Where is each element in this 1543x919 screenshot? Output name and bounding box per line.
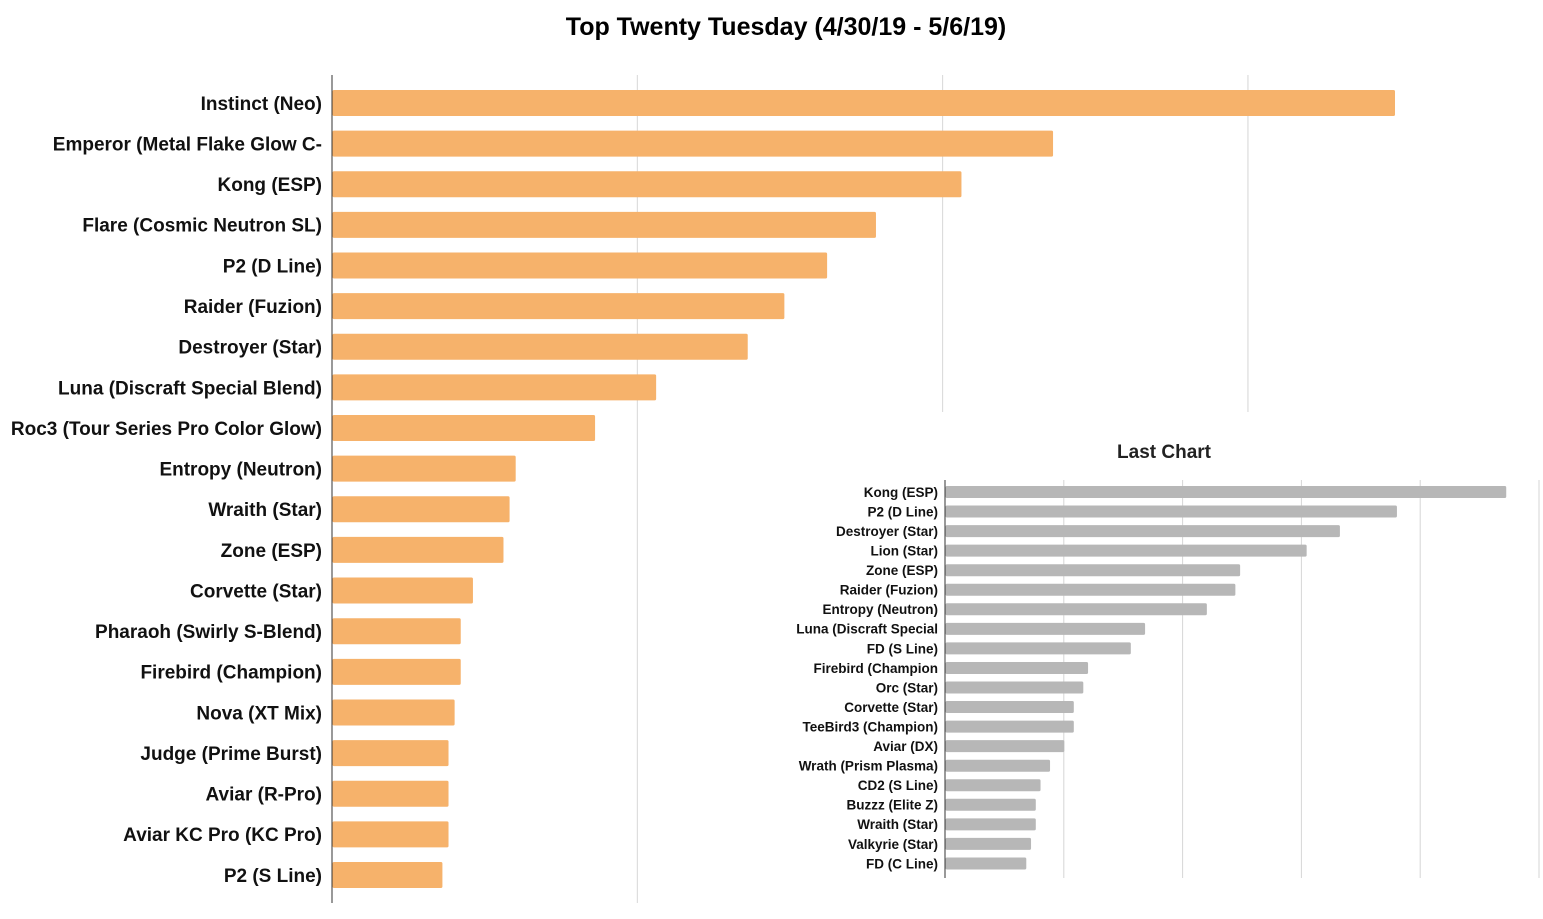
- inset-chart-category-label: Valkyrie (Star): [848, 837, 938, 852]
- inset-chart-category-label: Buzzz (Elite Z): [847, 798, 939, 813]
- inset-chart-category-label: Orc (Star): [876, 680, 938, 695]
- inset-chart-title: Last Chart: [1117, 442, 1212, 463]
- inset-chart-category-label: Luna (Discraft Special: [796, 622, 938, 637]
- inset-chart-category-label: Destroyer (Star): [836, 524, 938, 539]
- main-chart-category-label: Corvette (Star): [190, 581, 322, 602]
- inset-chart-category-label: Raider (Fuzion): [840, 583, 938, 598]
- main-chart-bar: [332, 496, 510, 523]
- inset-chart-bar: [945, 564, 1241, 577]
- main-chart-category-label: Instinct (Neo): [201, 94, 322, 115]
- main-chart-bar: [332, 577, 473, 604]
- main-chart-bar: [332, 252, 828, 279]
- main-chart-category-label: Kong (ESP): [218, 175, 323, 196]
- main-chart-category-label: Emperor (Metal Flake Glow C-: [53, 134, 322, 155]
- main-chart-bar: [332, 699, 455, 726]
- main-chart-category-label: Luna (Discraft Special Blend): [58, 378, 322, 399]
- main-chart-bar: [332, 455, 516, 482]
- main-chart-category-label: P2 (D Line): [223, 256, 322, 277]
- main-chart-category-label: Pharaoh (Swirly S-Blend): [95, 622, 322, 643]
- inset-chart-bar: [945, 486, 1507, 498]
- main-chart-bar: [332, 374, 657, 401]
- main-chart-bars: [332, 90, 1396, 888]
- inset-chart-category-label: Aviar (DX): [873, 739, 938, 754]
- inset-chart: Kong (ESP) P2 (D Line) Destroyer (Star) Lio…: [796, 480, 1540, 878]
- main-chart-bar: [332, 130, 1054, 157]
- inset-chart-category-label: Corvette (Star): [844, 700, 938, 715]
- inset-chart-bar: [945, 544, 1307, 557]
- inset-chart-category-label: FD (C Line): [866, 856, 938, 871]
- inset-chart-bar: [945, 701, 1074, 714]
- main-chart-bar: [332, 90, 1396, 116]
- inset-chart-category-label: Kong (ESP): [864, 485, 938, 500]
- inset-chart-category-label: CD2 (S Line): [858, 778, 938, 793]
- inset-chart-bar: [945, 720, 1074, 733]
- inset-chart-bar: [945, 837, 1032, 850]
- main-chart-bar: [332, 780, 449, 807]
- inset-chart-bar: [945, 818, 1036, 831]
- main-chart-bar: [332, 415, 596, 442]
- inset-chart-bar: [945, 798, 1036, 811]
- main-chart: Instinct (Neo) Emperor (Metal Flake Glow …: [11, 75, 1396, 903]
- main-chart-bar: [332, 658, 461, 685]
- main-chart-category-label: Aviar (R-Pro): [206, 785, 322, 806]
- main-chart-bar: [332, 740, 449, 767]
- main-chart-bar: [332, 293, 785, 320]
- inset-chart-bar: [945, 681, 1084, 694]
- inset-chart-category-labels: Kong (ESP) P2 (D Line) Destroyer (Star) Lio…: [796, 485, 938, 871]
- main-chart-category-label: Zone (ESP): [221, 541, 322, 562]
- main-chart-bar: [332, 171, 962, 198]
- inset-chart-category-label: TeeBird3 (Champion): [802, 719, 938, 734]
- inset-chart-bar: [945, 525, 1340, 538]
- main-chart-bar: [332, 861, 443, 888]
- main-chart-category-label: Entropy (Neutron): [159, 460, 322, 481]
- main-chart-bar: [332, 211, 876, 238]
- main-chart-title: Top Twenty Tuesday (4/30/19 - 5/6/19): [566, 13, 1006, 41]
- main-chart-category-label: Judge (Prime Burst): [140, 744, 322, 765]
- inset-chart-bar: [945, 505, 1397, 518]
- main-chart-category-label: Raider (Fuzion): [184, 297, 322, 318]
- main-chart-category-label: Destroyer (Star): [178, 338, 322, 359]
- inset-chart-bar: [945, 740, 1065, 753]
- inset-chart-bars: [945, 486, 1507, 870]
- inset-chart-bar: [945, 583, 1236, 596]
- main-chart-category-labels: Instinct (Neo) Emperor (Metal Flake Glow …: [11, 94, 322, 887]
- inset-chart-bar: [945, 661, 1089, 674]
- main-chart-category-label: Aviar KC Pro (KC Pro): [123, 825, 322, 846]
- inset-chart-bar: [945, 779, 1041, 792]
- main-chart-category-label: P2 (S Line): [224, 866, 322, 887]
- main-chart-category-label: Wraith (Star): [208, 500, 322, 521]
- inset-chart-category-label: Lion (Star): [871, 544, 939, 559]
- inset-chart-category-label: Wraith (Star): [857, 817, 938, 832]
- main-chart-bar: [332, 618, 461, 645]
- inset-chart-category-label: P2 (D Line): [867, 504, 938, 519]
- main-chart-bar: [332, 333, 748, 360]
- inset-chart-category-label: Firebird (Champion: [814, 661, 939, 676]
- inset-chart-category-label: Entropy (Neutron): [823, 602, 939, 617]
- inset-chart-bar: [945, 857, 1027, 870]
- inset-chart-bar: [945, 603, 1207, 616]
- inset-chart-bar: [945, 642, 1131, 655]
- inset-chart-category-label: Zone (ESP): [866, 563, 938, 578]
- main-chart-bar: [332, 536, 504, 563]
- main-chart-category-label: Roc3 (Tour Series Pro Color Glow): [11, 419, 322, 440]
- inset-chart-category-label: FD (S Line): [867, 641, 938, 656]
- inset-chart-bar: [945, 622, 1146, 635]
- main-chart-category-label: Nova (XT Mix): [196, 703, 322, 724]
- inset-chart-bar: [945, 759, 1051, 772]
- main-chart-category-label: Firebird (Champion): [140, 663, 322, 684]
- main-chart-bar: [332, 821, 449, 848]
- main-chart-category-label: Flare (Cosmic Neutron SL): [82, 216, 322, 237]
- inset-chart-category-label: Wrath (Prism Plasma): [799, 759, 938, 774]
